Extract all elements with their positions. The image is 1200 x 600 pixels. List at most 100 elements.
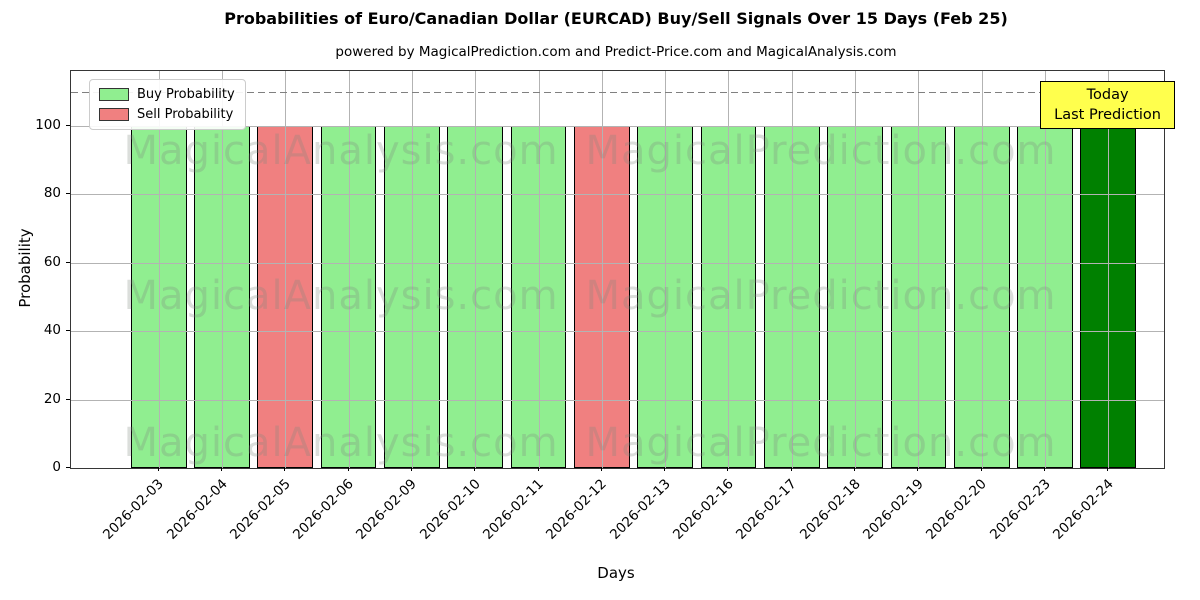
bar-buy-2026-02-04 xyxy=(194,125,250,468)
bar-buy-2026-02-16 xyxy=(700,125,757,468)
y-tick-label: 80 xyxy=(43,185,61,202)
x-tick-label: 2026-02-13 xyxy=(606,476,674,543)
y-tick-mark xyxy=(66,467,70,468)
x-tick-mark xyxy=(220,467,222,471)
watermark-text: MagicalAnalysis.com xyxy=(123,128,559,174)
bar-buy-2026-02-17 xyxy=(763,125,820,468)
bar-buy-2026-02-13 xyxy=(637,125,693,468)
bar-buy-2026-02-10 xyxy=(447,125,504,468)
x-tick-label: 2026-02-19 xyxy=(859,476,927,543)
watermark-text: MagicalPrediction.com xyxy=(585,273,1057,319)
bar-sell-2026-02-05 xyxy=(257,125,314,468)
y-tick-mark xyxy=(66,261,70,263)
x-tick-label: 2026-02-10 xyxy=(416,476,484,543)
today-annotation-line2: Last Prediction xyxy=(1054,107,1161,123)
bar-buy-2026-02-19 xyxy=(890,125,947,468)
legend-label-buy: Buy Probability xyxy=(137,87,235,102)
bar-buy-2026-02-23 xyxy=(1017,125,1073,468)
x-tick-label: 2026-02-05 xyxy=(226,476,294,543)
gridline-horizontal xyxy=(71,194,1164,196)
x-tick-mark xyxy=(410,467,412,471)
gridline-vertical xyxy=(981,71,983,468)
x-tick-label: 2026-02-20 xyxy=(923,476,991,543)
gridline-vertical xyxy=(538,71,540,468)
bar-buy-2026-02-11 xyxy=(510,125,567,468)
watermark-text: MagicalAnalysis.com xyxy=(123,273,559,319)
legend-label-sell: Sell Probability xyxy=(137,107,234,122)
x-tick-label: 2026-02-04 xyxy=(163,476,231,543)
y-tick-mark xyxy=(66,124,70,126)
x-axis-title: Days xyxy=(597,564,635,582)
x-tick-label: 2026-02-18 xyxy=(796,476,864,543)
legend-item-sell: Sell Probability xyxy=(99,107,235,122)
y-tick-label: 20 xyxy=(43,390,61,407)
bar-buy-2026-02-18 xyxy=(827,125,883,468)
bar-buy-2026-02-09 xyxy=(384,125,440,468)
y-tick-label: 0 xyxy=(52,459,61,475)
x-tick-label: 2026-02-03 xyxy=(100,476,167,543)
x-tick-label: 2026-02-12 xyxy=(543,476,611,543)
threshold-dashed-line xyxy=(71,91,1164,94)
sell-color-swatch xyxy=(99,108,129,121)
gridline-vertical xyxy=(1045,71,1047,468)
today-annotation-line1: Today xyxy=(1086,87,1129,103)
x-tick-mark xyxy=(1044,467,1046,471)
x-tick-mark xyxy=(600,467,602,471)
legend-item-buy: Buy Probability xyxy=(99,87,235,102)
gridline-vertical xyxy=(791,71,793,468)
gridline-vertical xyxy=(601,71,603,468)
gridline-horizontal xyxy=(71,399,1164,401)
x-tick-mark xyxy=(664,467,666,471)
x-tick-label: 2026-02-23 xyxy=(986,476,1054,543)
y-tick-mark xyxy=(66,330,70,332)
gridline-vertical xyxy=(665,71,667,468)
x-tick-mark xyxy=(854,467,856,471)
y-tick-label: 60 xyxy=(43,253,61,270)
gridline-vertical xyxy=(285,71,287,468)
bar-buy-2026-02-06 xyxy=(320,125,377,468)
gridline-vertical xyxy=(348,71,350,468)
bar-buy-2026-02-03 xyxy=(130,125,187,468)
gridline-vertical xyxy=(855,71,857,468)
gridline-horizontal xyxy=(71,125,1164,127)
x-tick-mark xyxy=(917,467,919,471)
plot-area: MagicalAnalysis.com MagicalPrediction.com… xyxy=(70,70,1175,469)
x-tick-label: 2026-02-11 xyxy=(480,476,547,543)
gridline-vertical xyxy=(411,71,413,468)
x-tick-label: 2026-02-16 xyxy=(669,476,737,543)
gridline-vertical xyxy=(1108,71,1110,468)
y-tick-mark xyxy=(66,193,70,195)
x-tick-mark xyxy=(474,467,476,471)
x-tick-mark xyxy=(284,467,286,471)
gridline-vertical xyxy=(158,71,160,468)
watermark-text: MagicalAnalysis.com xyxy=(123,420,559,466)
x-tick-mark xyxy=(157,467,159,471)
x-tick-mark xyxy=(1107,467,1109,471)
gridline-vertical xyxy=(728,71,730,468)
x-tick-label: 2026-02-06 xyxy=(290,476,357,543)
x-tick-mark xyxy=(347,467,349,471)
x-tick-mark xyxy=(790,467,792,471)
legend: Buy Probability Sell Probability xyxy=(89,79,246,130)
y-tick-label: 100 xyxy=(35,116,61,133)
gridline-vertical xyxy=(221,71,223,468)
x-tick-mark xyxy=(727,467,729,471)
gridline-vertical xyxy=(475,71,477,468)
chart-title: Probabilities of Euro/Canadian Dollar (E… xyxy=(224,9,1008,28)
buy-color-swatch xyxy=(99,88,129,101)
gridline-vertical xyxy=(918,71,920,468)
gridline-horizontal xyxy=(71,262,1164,264)
bar-today-2026-02-24 xyxy=(1080,125,1137,468)
watermark-text: MagicalPrediction.com xyxy=(585,420,1057,466)
y-tick-label: 40 xyxy=(43,322,61,339)
x-tick-mark xyxy=(980,467,982,471)
y-tick-mark xyxy=(66,398,70,400)
x-tick-mark xyxy=(537,467,539,471)
x-tick-label: 2026-02-09 xyxy=(353,476,421,543)
watermark-text: MagicalPrediction.com xyxy=(585,128,1057,174)
bar-buy-2026-02-20 xyxy=(953,125,1010,468)
bar-sell-2026-02-12 xyxy=(573,125,630,468)
today-annotation: Today Last Prediction xyxy=(1040,81,1175,129)
gridline-horizontal xyxy=(71,331,1164,333)
